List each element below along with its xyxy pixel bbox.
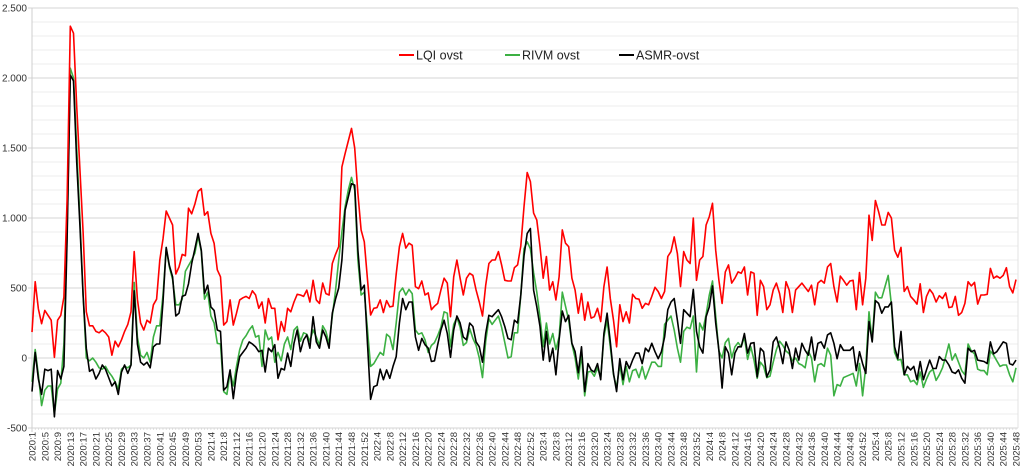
x-tick-label: 2020:33 xyxy=(130,432,141,466)
x-tick-label: 2024:16 xyxy=(743,432,754,466)
x-tick-label: 2021:40 xyxy=(321,432,332,466)
x-tick-label: 2021:44 xyxy=(334,432,345,466)
y-tick-label: -500 xyxy=(7,424,27,435)
x-tick-label: 2024:52 xyxy=(858,432,869,466)
x-tick-label: 2024:4 xyxy=(705,432,716,461)
x-tick-label: 2022:20 xyxy=(424,432,435,466)
x-tick-label: 2025:8 xyxy=(884,432,895,461)
x-tick-label: 2020:1 xyxy=(28,432,39,461)
x-tick-label: 2024:12 xyxy=(730,432,741,466)
x-tick-label: 2021:16 xyxy=(245,432,256,466)
y-tick-label: 1.000 xyxy=(2,214,27,225)
x-tick-label: 2022:28 xyxy=(449,432,460,466)
x-tick-label: 2020:9 xyxy=(53,432,64,461)
x-tick-label: 2023:48 xyxy=(679,432,690,466)
x-tick-label: 2022:36 xyxy=(475,432,486,466)
x-tick-label: 2023:16 xyxy=(577,432,588,466)
x-tick-label: 2025:16 xyxy=(909,432,920,466)
y-axis-tick-labels: -500 0 500 1.000 1.500 2.000 2.500 xyxy=(2,4,27,435)
x-tick-label: 2021:52 xyxy=(360,432,371,466)
x-tick-label: 2025:48 xyxy=(1012,432,1023,466)
x-tick-label: 2024:28 xyxy=(781,432,792,466)
x-tick-label: 2024:40 xyxy=(820,432,831,466)
x-tick-label: 2020:21 xyxy=(91,432,102,466)
x-tick-label: 2024:48 xyxy=(845,432,856,466)
x-tick-label: 2020:53 xyxy=(194,432,205,466)
x-tick-label: 2024:20 xyxy=(756,432,767,466)
legend-label: ASMR-ovst xyxy=(636,49,700,63)
x-tick-label: 2024:44 xyxy=(833,432,844,466)
x-tick-label: 2024:36 xyxy=(807,432,818,466)
x-tick-label: 2025:20 xyxy=(922,432,933,466)
x-tick-label: 2022:44 xyxy=(500,432,511,466)
x-tick-label: 2025:44 xyxy=(999,432,1010,466)
y-tick-label: 1.500 xyxy=(2,144,27,155)
y-tick-label: 2.500 xyxy=(2,4,27,15)
x-tick-label: 2020:5 xyxy=(40,432,51,461)
x-tick-label: 2020:17 xyxy=(79,432,90,466)
x-tick-label: 2023:36 xyxy=(641,432,652,466)
x-tick-label: 2021:48 xyxy=(347,432,358,466)
x-tick-label: 2025:4 xyxy=(871,432,882,461)
x-tick-label: 2021:24 xyxy=(270,432,281,466)
x-tick-label: 2020:29 xyxy=(117,432,128,466)
x-tick-label: 2023:52 xyxy=(692,432,703,466)
x-tick-label: 2021:20 xyxy=(258,432,269,466)
x-tick-label: 2020:49 xyxy=(181,432,192,466)
x-tick-label: 2021:12 xyxy=(232,432,243,466)
x-tick-label: 2023:32 xyxy=(628,432,639,466)
x-tick-label: 2021:8 xyxy=(219,432,230,461)
x-tick-label: 2024:24 xyxy=(769,432,780,466)
x-tick-label: 2021:36 xyxy=(309,432,320,466)
x-tick-label: 2025:40 xyxy=(986,432,997,466)
legend: LQI ovst RIVM ovst ASMR-ovst xyxy=(399,49,700,63)
y-tick-label: 500 xyxy=(10,284,27,295)
legend-label: RIVM ovst xyxy=(522,49,580,63)
series-line-asmr-ovst xyxy=(31,74,1017,418)
x-tick-label: 2022:16 xyxy=(411,432,422,466)
x-tick-label: 2023:40 xyxy=(654,432,665,466)
x-tick-label: 2022:32 xyxy=(462,432,473,466)
x-tick-label: 2022:48 xyxy=(513,432,524,466)
legend-item: ASMR-ovst xyxy=(619,49,700,63)
legend-item: RIVM ovst xyxy=(505,49,580,63)
x-tick-label: 2020:37 xyxy=(143,432,154,466)
x-tick-label: 2022:12 xyxy=(398,432,409,466)
x-tick-label: 2021:28 xyxy=(283,432,294,466)
x-tick-label: 2023:28 xyxy=(615,432,626,466)
x-tick-label: 2021:4 xyxy=(206,432,217,461)
x-tick-label: 2023:4 xyxy=(539,432,550,461)
y-tick-label: 0 xyxy=(21,354,27,365)
series-lines xyxy=(31,25,1017,418)
x-tick-label: 2025:36 xyxy=(973,432,984,466)
x-tick-label: 2021:32 xyxy=(296,432,307,466)
x-tick-label: 2020:41 xyxy=(155,432,166,466)
x-axis-tick-labels: 2020:1 2020:5 2020:9 2020:13 2020:17 2020:21 2… xyxy=(28,428,1023,466)
x-tick-label: 2020:25 xyxy=(104,432,115,466)
legend-label: LQI ovst xyxy=(416,49,463,63)
x-tick-label: 2022:40 xyxy=(488,432,499,466)
y-tick-label: 2.000 xyxy=(2,74,27,85)
x-tick-label: 2020:45 xyxy=(168,432,179,466)
x-tick-label: 2022:4 xyxy=(373,432,384,461)
legend-item: LQI ovst xyxy=(399,49,463,63)
x-tick-label: 2022:8 xyxy=(385,432,396,461)
x-tick-label: 2025:28 xyxy=(948,432,959,466)
x-tick-label: 2025:32 xyxy=(960,432,971,466)
x-tick-label: 2023:44 xyxy=(666,432,677,466)
x-tick-label: 2022:52 xyxy=(526,432,537,466)
x-tick-label: 2024:8 xyxy=(718,432,729,461)
x-tick-label: 2023:12 xyxy=(564,432,575,466)
x-tick-label: 2025:24 xyxy=(935,432,946,466)
x-tick-label: 2022:24 xyxy=(436,432,447,466)
x-tick-label: 2020:13 xyxy=(66,432,77,466)
x-tick-label: 2023:20 xyxy=(590,432,601,466)
x-tick-label: 2024:32 xyxy=(794,432,805,466)
x-tick-label: 2023:24 xyxy=(603,432,614,466)
x-tick-label: 2025:12 xyxy=(896,432,907,466)
x-tick-label: 2023:8 xyxy=(551,432,562,461)
series-line-lqi-ovst xyxy=(31,25,1017,359)
